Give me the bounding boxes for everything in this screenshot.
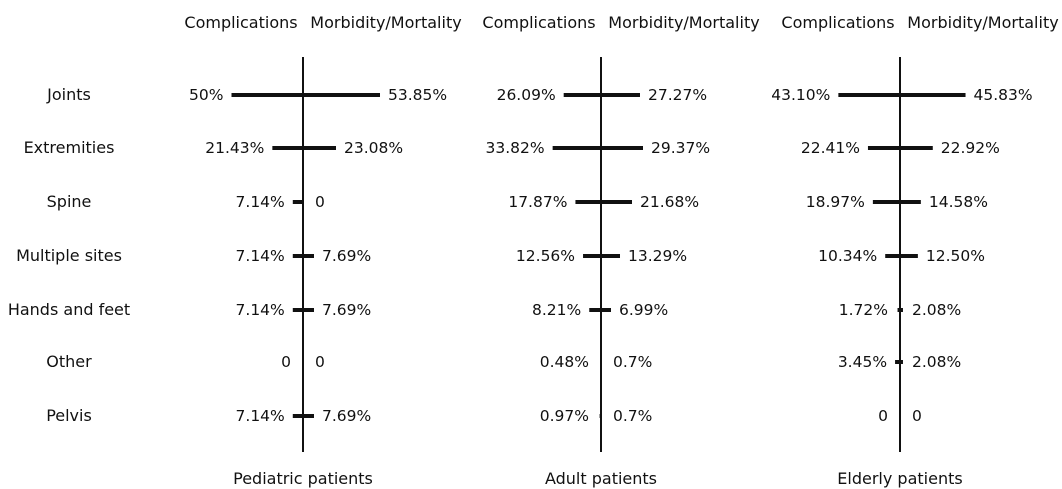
adult-patients-spine-morbidity-mortality-label: 21.68% — [640, 193, 699, 211]
category-label-joints: Joints — [46, 85, 91, 104]
adult-patients-morbidity-mortality-header: Morbidity/Mortality — [608, 13, 759, 32]
elderly-patients-extremities-morbidity-mortality-label: 22.92% — [941, 139, 1000, 157]
adult-patients-joints-morbidity-mortality-label: 27.27% — [648, 86, 707, 104]
pediatric-patients-joints-complications-label: 50% — [189, 86, 223, 104]
pediatric-patients-other-complications-label: 0 — [281, 353, 291, 371]
adult-patients-other-morbidity-mortality-label: 0.7% — [613, 353, 652, 371]
adult-patients-spine-complications-label: 17.87% — [508, 193, 567, 211]
elderly-patients-extremities-complications-label: 22.41% — [801, 139, 860, 157]
elderly-patients-pelvis-morbidity-mortality-label: 0 — [912, 407, 922, 425]
adult-patients-pelvis-complications-label: 0.97% — [540, 407, 589, 425]
pediatric-patients-extremities-morbidity-mortality-label: 23.08% — [344, 139, 403, 157]
pediatric-patients-other-morbidity-mortality-label: 0 — [315, 353, 325, 371]
elderly-patients-morbidity-mortality-header: Morbidity/Mortality — [907, 13, 1058, 32]
pediatric-patients-pelvis-complications-label: 7.14% — [236, 407, 285, 425]
adult-patients-hands-and-feet-complications-label: 8.21% — [532, 301, 581, 319]
adult-patients-extremities-complications-label: 33.82% — [486, 139, 545, 157]
adult-patients-multiple-sites-morbidity-mortality-label: 13.29% — [628, 247, 687, 265]
pediatric-patients-morbidity-mortality-header: Morbidity/Mortality — [310, 13, 461, 32]
elderly-patients-hands-and-feet-complications-label: 1.72% — [839, 301, 888, 319]
elderly-patients-spine-complications-label: 18.97% — [806, 193, 865, 211]
elderly-patients-hands-and-feet-morbidity-mortality-label: 2.08% — [912, 301, 961, 319]
adult-patients-multiple-sites-complications-label: 12.56% — [516, 247, 575, 265]
elderly-patients-other-complications-label: 3.45% — [838, 353, 887, 371]
elderly-patients-spine-morbidity-mortality-label: 14.58% — [929, 193, 988, 211]
pediatric-patients-pelvis-morbidity-mortality-label: 7.69% — [322, 407, 371, 425]
elderly-patients-group-label: Elderly patients — [837, 469, 962, 488]
adult-patients-joints-complications-label: 26.09% — [497, 86, 556, 104]
adult-patients-hands-and-feet-morbidity-mortality-label: 6.99% — [619, 301, 668, 319]
elderly-patients-multiple-sites-complications-label: 10.34% — [818, 247, 877, 265]
pediatric-patients-hands-and-feet-complications-label: 7.14% — [236, 301, 285, 319]
pediatric-patients-multiple-sites-complications-label: 7.14% — [236, 247, 285, 265]
elderly-patients-multiple-sites-morbidity-mortality-label: 12.50% — [926, 247, 985, 265]
pediatric-patients-hands-and-feet-morbidity-mortality-label: 7.69% — [322, 301, 371, 319]
pediatric-patients-group-label: Pediatric patients — [233, 469, 373, 488]
elderly-patients-complications-header: Complications — [781, 13, 894, 32]
adult-patients-pelvis-morbidity-mortality-label: 0.7% — [613, 407, 652, 425]
adult-patients-other-complications-label: 0.48% — [540, 353, 589, 371]
category-label-pelvis: Pelvis — [46, 406, 92, 425]
category-label-hands-and-feet: Hands and feet — [8, 300, 130, 319]
elderly-patients-joints-complications-label: 43.10% — [771, 86, 830, 104]
adult-patients-complications-header: Complications — [482, 13, 595, 32]
category-label-spine: Spine — [47, 192, 92, 211]
pediatric-patients-multiple-sites-morbidity-mortality-label: 7.69% — [322, 247, 371, 265]
pediatric-patients-joints-morbidity-mortality-label: 53.85% — [388, 86, 447, 104]
adult-patients-extremities-morbidity-mortality-label: 29.37% — [651, 139, 710, 157]
elderly-patients-pelvis-complications-label: 0 — [878, 407, 888, 425]
category-label-multiple-sites: Multiple sites — [16, 246, 122, 265]
category-label-other: Other — [46, 352, 92, 371]
elderly-patients-joints-morbidity-mortality-label: 45.83% — [974, 86, 1033, 104]
elderly-patients-other-morbidity-mortality-label: 2.08% — [912, 353, 961, 371]
pediatric-patients-extremities-complications-label: 21.43% — [205, 139, 264, 157]
adult-patients-group-label: Adult patients — [545, 469, 657, 488]
pediatric-patients-spine-morbidity-mortality-label: 0 — [315, 193, 325, 211]
pediatric-patients-complications-header: Complications — [184, 13, 297, 32]
category-label-extremities: Extremities — [24, 138, 115, 157]
pediatric-patients-spine-complications-label: 7.14% — [236, 193, 285, 211]
